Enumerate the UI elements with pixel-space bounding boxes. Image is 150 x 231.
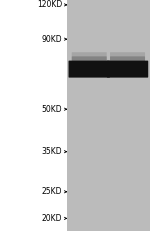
Text: 120KD: 120KD bbox=[37, 0, 62, 9]
Text: 90KD: 90KD bbox=[42, 35, 62, 44]
Text: 50KD: 50KD bbox=[42, 105, 62, 114]
FancyBboxPatch shape bbox=[72, 56, 107, 63]
FancyBboxPatch shape bbox=[72, 52, 107, 63]
Text: 25KD: 25KD bbox=[42, 187, 62, 196]
FancyBboxPatch shape bbox=[110, 52, 145, 63]
Text: 20KD: 20KD bbox=[42, 214, 62, 223]
FancyBboxPatch shape bbox=[69, 61, 110, 78]
Text: 35KD: 35KD bbox=[42, 147, 62, 156]
FancyBboxPatch shape bbox=[110, 56, 145, 63]
FancyBboxPatch shape bbox=[107, 61, 148, 78]
Bar bbox=[67, 0, 150, 231]
